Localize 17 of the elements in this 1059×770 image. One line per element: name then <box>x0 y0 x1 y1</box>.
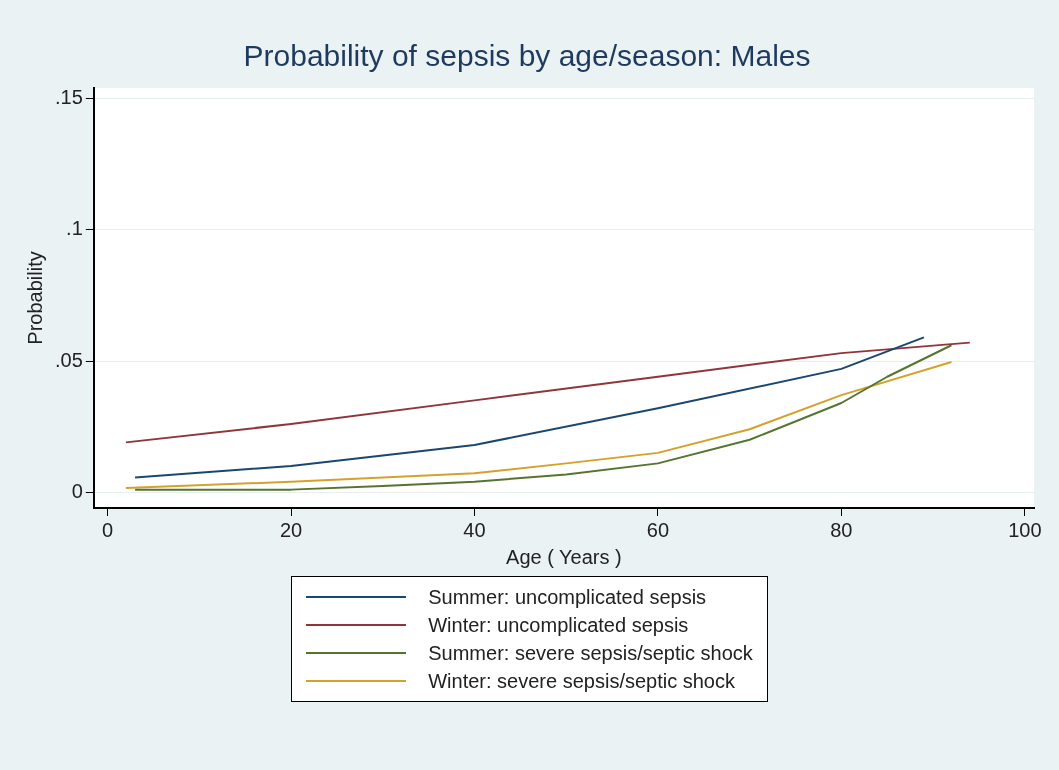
legend-label: Winter: severe sepsis/septic shock <box>428 669 735 694</box>
y-tick-label: .1 <box>66 217 83 240</box>
x-axis-title: Age ( Years ) <box>506 545 622 568</box>
legend-label: Winter: uncomplicated sepsis <box>428 613 689 638</box>
x-tick-label: 80 <box>830 518 853 541</box>
y-tick-label: 0 <box>71 479 83 502</box>
x-tick-label: 100 <box>1008 518 1042 541</box>
x-tick-label: 40 <box>463 518 486 541</box>
x-tick-label: 20 <box>279 518 303 541</box>
y-tick-label: .05 <box>54 348 83 371</box>
legend-label: Summer: severe sepsis/septic shock <box>428 641 753 666</box>
y-tick-label: .15 <box>54 86 83 109</box>
chart-title: Probability of sepsis by age/season: Males <box>243 39 811 73</box>
x-tick-label: 0 <box>102 518 114 541</box>
y-axis-title: Probability <box>23 251 46 345</box>
x-tick-label: 60 <box>646 518 670 541</box>
legend-label: Summer: uncomplicated sepsis <box>428 585 707 610</box>
